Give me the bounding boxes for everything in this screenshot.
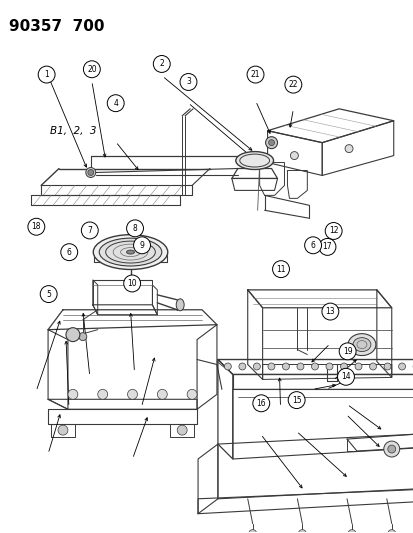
Text: 22: 22 <box>288 80 297 89</box>
Circle shape <box>107 95 124 111</box>
Text: 17: 17 <box>322 243 332 252</box>
Text: 2: 2 <box>159 60 164 68</box>
Circle shape <box>282 363 289 370</box>
Circle shape <box>253 363 260 370</box>
Circle shape <box>298 530 306 533</box>
Circle shape <box>272 261 289 278</box>
Text: 18: 18 <box>31 222 41 231</box>
Circle shape <box>412 363 413 370</box>
Circle shape <box>337 368 354 385</box>
Circle shape <box>83 61 100 78</box>
Circle shape <box>252 395 269 412</box>
Circle shape <box>40 286 57 303</box>
Circle shape <box>347 530 355 533</box>
Circle shape <box>224 363 231 370</box>
Text: 15: 15 <box>291 395 301 405</box>
Text: 14: 14 <box>340 372 350 381</box>
Circle shape <box>180 74 197 91</box>
Circle shape <box>318 238 335 255</box>
Circle shape <box>383 363 390 370</box>
Circle shape <box>123 275 140 292</box>
Ellipse shape <box>176 299 184 311</box>
Circle shape <box>28 219 45 235</box>
Circle shape <box>296 363 303 370</box>
Circle shape <box>284 76 301 93</box>
Text: 20: 20 <box>87 64 97 74</box>
Text: 9: 9 <box>139 241 144 250</box>
Text: 6: 6 <box>310 241 315 250</box>
Circle shape <box>383 441 399 457</box>
Ellipse shape <box>235 151 273 169</box>
Circle shape <box>267 363 274 370</box>
Circle shape <box>38 66 55 83</box>
Circle shape <box>369 363 375 370</box>
Circle shape <box>338 343 355 360</box>
Text: 4: 4 <box>113 99 118 108</box>
Circle shape <box>354 363 361 370</box>
Circle shape <box>127 389 137 399</box>
Circle shape <box>247 66 263 83</box>
Circle shape <box>238 363 245 370</box>
Circle shape <box>325 363 332 370</box>
Circle shape <box>321 303 338 320</box>
Circle shape <box>58 425 68 435</box>
Circle shape <box>268 140 274 146</box>
Circle shape <box>311 363 318 370</box>
Circle shape <box>177 425 187 435</box>
Text: 3: 3 <box>185 77 190 86</box>
Circle shape <box>304 237 321 254</box>
Text: 7: 7 <box>87 226 92 235</box>
Circle shape <box>344 144 352 152</box>
Circle shape <box>133 237 150 254</box>
Text: 10: 10 <box>127 279 137 288</box>
Ellipse shape <box>99 238 161 266</box>
Text: 19: 19 <box>342 347 351 356</box>
Circle shape <box>287 392 304 409</box>
Circle shape <box>85 167 95 177</box>
Circle shape <box>126 220 143 237</box>
Circle shape <box>153 55 170 72</box>
Circle shape <box>61 244 78 261</box>
Text: 90357  700: 90357 700 <box>9 19 104 34</box>
Ellipse shape <box>93 235 167 270</box>
Circle shape <box>325 222 341 239</box>
Circle shape <box>387 530 395 533</box>
Text: B1,  2,  3: B1, 2, 3 <box>50 126 96 136</box>
Text: 8: 8 <box>132 224 137 233</box>
Circle shape <box>187 389 197 399</box>
Text: 13: 13 <box>325 307 335 316</box>
Ellipse shape <box>126 250 134 254</box>
Ellipse shape <box>352 337 370 352</box>
Circle shape <box>66 328 80 342</box>
Circle shape <box>157 389 167 399</box>
Circle shape <box>68 389 78 399</box>
Ellipse shape <box>347 334 375 356</box>
Circle shape <box>97 389 107 399</box>
Text: 6: 6 <box>66 248 71 257</box>
Circle shape <box>387 445 395 453</box>
Text: 16: 16 <box>256 399 266 408</box>
Text: 11: 11 <box>275 265 285 273</box>
Text: 5: 5 <box>46 289 51 298</box>
Circle shape <box>248 530 256 533</box>
Text: 21: 21 <box>250 70 260 79</box>
Text: 12: 12 <box>328 227 337 236</box>
Text: 1: 1 <box>44 70 49 79</box>
Circle shape <box>398 363 405 370</box>
Circle shape <box>265 136 277 149</box>
Circle shape <box>88 169 93 175</box>
Circle shape <box>78 333 87 341</box>
Circle shape <box>81 222 98 239</box>
Circle shape <box>340 363 347 370</box>
Circle shape <box>290 151 298 159</box>
